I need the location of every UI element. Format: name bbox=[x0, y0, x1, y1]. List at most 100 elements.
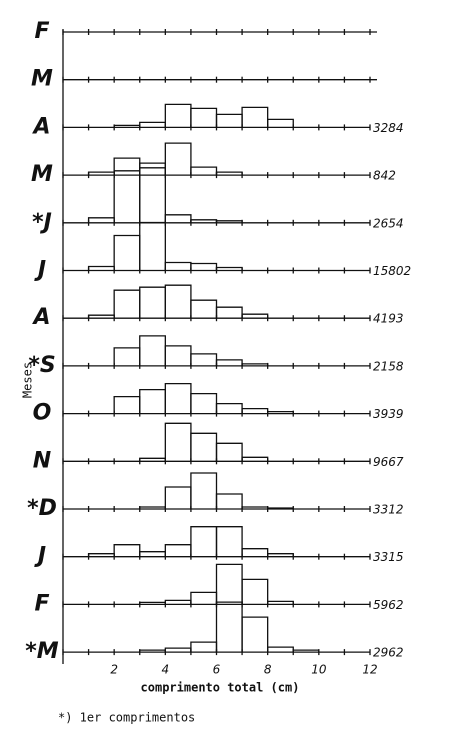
histogram-bin bbox=[190, 166, 218, 176]
histogram-bin bbox=[215, 402, 243, 414]
histogram-bin bbox=[267, 553, 294, 557]
histogram-bin bbox=[267, 507, 294, 509]
histogram-bin bbox=[215, 526, 243, 557]
histogram-bin bbox=[87, 217, 115, 223]
histogram-bin bbox=[113, 289, 141, 319]
histogram-bin bbox=[215, 493, 243, 509]
histogram-bin bbox=[215, 306, 243, 319]
month-label: J bbox=[34, 258, 46, 283]
histogram-bin bbox=[267, 646, 294, 653]
x-axis-label: comprimento total (cm) bbox=[141, 681, 300, 695]
histogram-bin bbox=[190, 107, 218, 128]
histogram-bin bbox=[190, 392, 218, 414]
month-label: J bbox=[34, 544, 46, 569]
histogram-bin bbox=[164, 544, 192, 557]
month-label: *D bbox=[27, 496, 57, 521]
footnote: *) 1er comprimentos bbox=[58, 711, 195, 725]
histogram-bin bbox=[190, 591, 218, 605]
x-tick-label: 4 bbox=[162, 663, 170, 677]
histogram-bin bbox=[241, 407, 269, 414]
histogram-bin bbox=[139, 286, 166, 319]
histogram-bin bbox=[241, 616, 269, 653]
histogram-bin bbox=[164, 422, 192, 462]
x-tick-label: 12 bbox=[362, 663, 377, 677]
histogram-bin bbox=[190, 432, 218, 462]
histogram-bin bbox=[164, 382, 192, 414]
histogram-bin bbox=[267, 118, 294, 128]
histogram-bin bbox=[164, 142, 192, 176]
histogram-bin bbox=[190, 262, 218, 271]
histogram-bin bbox=[139, 162, 166, 176]
histogram-bin bbox=[139, 221, 166, 271]
histogram-bin bbox=[190, 353, 218, 366]
histogram-bin bbox=[215, 442, 243, 462]
month-label: *J bbox=[32, 210, 52, 235]
histogram-bin bbox=[113, 395, 141, 414]
histogram-bin bbox=[241, 313, 269, 319]
month-label: F bbox=[34, 591, 49, 616]
histogram-bin bbox=[164, 284, 192, 319]
sample-size: 2158 bbox=[373, 359, 404, 373]
histogram-bin bbox=[215, 601, 243, 653]
histogram-bin bbox=[190, 299, 218, 319]
histogram-bin bbox=[292, 649, 320, 653]
histogram-bin bbox=[241, 456, 269, 462]
month-label: A bbox=[31, 114, 50, 139]
histogram-bin bbox=[139, 551, 166, 557]
sample-size: 5962 bbox=[373, 598, 404, 612]
x-tick-label: 10 bbox=[311, 663, 327, 677]
sample-size: 3315 bbox=[373, 550, 404, 564]
histogram-bin bbox=[267, 600, 294, 605]
histogram-bin bbox=[139, 121, 166, 128]
month-label: O bbox=[33, 401, 52, 426]
histogram-bin bbox=[164, 103, 192, 128]
histogram-bin bbox=[164, 261, 192, 271]
sample-size: 3939 bbox=[373, 407, 404, 421]
histogram-bin bbox=[241, 578, 269, 605]
histogram-bin bbox=[190, 472, 218, 509]
histogram-bin bbox=[164, 486, 192, 509]
month-label: M bbox=[31, 67, 53, 92]
histogram-bin bbox=[164, 214, 192, 223]
sample-size: 9667 bbox=[373, 455, 404, 469]
histogram-bin bbox=[241, 363, 269, 366]
sample-size: 3284 bbox=[373, 121, 404, 135]
month-label: *S bbox=[28, 353, 55, 378]
histogram-bin bbox=[215, 171, 243, 176]
histogram-bin bbox=[190, 526, 218, 557]
histogram-bin bbox=[215, 359, 243, 366]
histogram-bin bbox=[139, 388, 166, 414]
histogram-bin bbox=[113, 170, 141, 223]
histogram-bin bbox=[215, 563, 243, 605]
histogram-bin bbox=[113, 157, 141, 176]
histogram-bin bbox=[139, 335, 166, 366]
histogram-bin bbox=[113, 234, 141, 271]
histogram-bin bbox=[241, 106, 269, 128]
x-tick-label: 8 bbox=[264, 663, 272, 677]
histogram-bin bbox=[215, 113, 243, 128]
x-tick-label: 2 bbox=[110, 663, 118, 677]
sample-size: 15802 bbox=[373, 264, 411, 278]
histogram-bin bbox=[164, 345, 192, 366]
sample-size: 4193 bbox=[373, 312, 404, 326]
histogram-bin bbox=[267, 410, 294, 414]
histogram-bin bbox=[113, 544, 141, 557]
sample-size: 3312 bbox=[373, 503, 404, 517]
sample-size: 842 bbox=[373, 169, 396, 183]
month-label: *M bbox=[25, 639, 59, 664]
sample-size: 2654 bbox=[373, 216, 404, 230]
histogram-bin bbox=[113, 347, 141, 366]
month-label: M bbox=[31, 162, 53, 187]
y-axis-label: Meses bbox=[21, 362, 35, 398]
month-label: F bbox=[34, 19, 49, 44]
histogram-bin bbox=[215, 266, 243, 271]
sample-size: 2962 bbox=[373, 646, 404, 660]
histogram-bin bbox=[190, 641, 218, 653]
month-label: N bbox=[33, 448, 51, 473]
histogram-bin bbox=[139, 167, 166, 223]
month-label: A bbox=[31, 305, 50, 330]
histogram-bin bbox=[241, 548, 269, 557]
x-tick-label: 6 bbox=[213, 663, 221, 677]
histogram-bin bbox=[215, 220, 243, 223]
